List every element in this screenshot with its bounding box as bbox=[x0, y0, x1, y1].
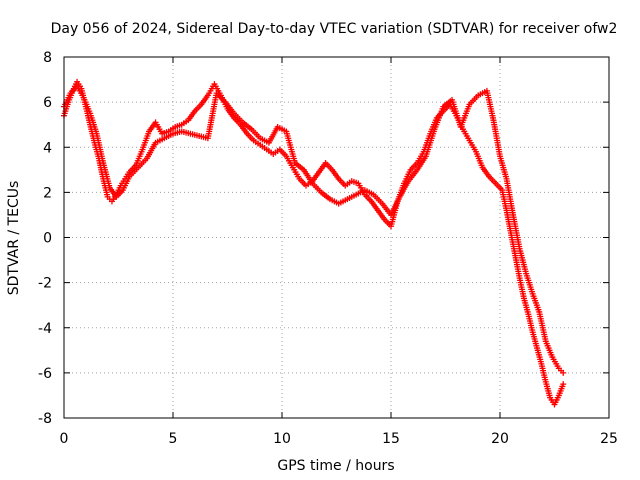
grid-lines bbox=[64, 57, 609, 418]
y-tick-label: 6 bbox=[43, 95, 52, 111]
track-secondary bbox=[61, 83, 567, 376]
plot-frame bbox=[63, 56, 610, 419]
y-tick-label: -4 bbox=[38, 321, 52, 337]
x-tick-label: 25 bbox=[600, 431, 618, 447]
x-tick-label: 15 bbox=[382, 431, 400, 447]
y-tick-label: 2 bbox=[43, 185, 52, 201]
x-tick-labels: 0 5 10 15 20 25 bbox=[60, 431, 618, 447]
y-tick-label: 8 bbox=[43, 50, 52, 66]
y-tick-label: -8 bbox=[38, 411, 52, 427]
data-points bbox=[61, 78, 567, 408]
x-axis-label: GPS time / hours bbox=[277, 458, 394, 474]
track-main bbox=[61, 78, 567, 408]
y-tick-label: -2 bbox=[38, 276, 52, 292]
y-tick-label: -6 bbox=[38, 366, 52, 382]
y-axis-label: SDTVAR / TECUs bbox=[6, 181, 22, 296]
chart-title: Day 056 of 2024, Sidereal Day-to-day VTE… bbox=[51, 21, 618, 37]
x-tick-label: 10 bbox=[273, 431, 291, 447]
y-tick-label: 0 bbox=[43, 231, 52, 247]
x-tick-label: 20 bbox=[491, 431, 509, 447]
y-tick-labels: 8 6 4 2 0 -2 -4 -6 -8 bbox=[38, 50, 52, 427]
data-point-marker bbox=[560, 381, 567, 388]
x-tick-label: 0 bbox=[60, 431, 69, 447]
data-point-marker bbox=[560, 369, 567, 376]
y-tick-label: 4 bbox=[43, 140, 52, 156]
x-tick-label: 5 bbox=[169, 431, 178, 447]
